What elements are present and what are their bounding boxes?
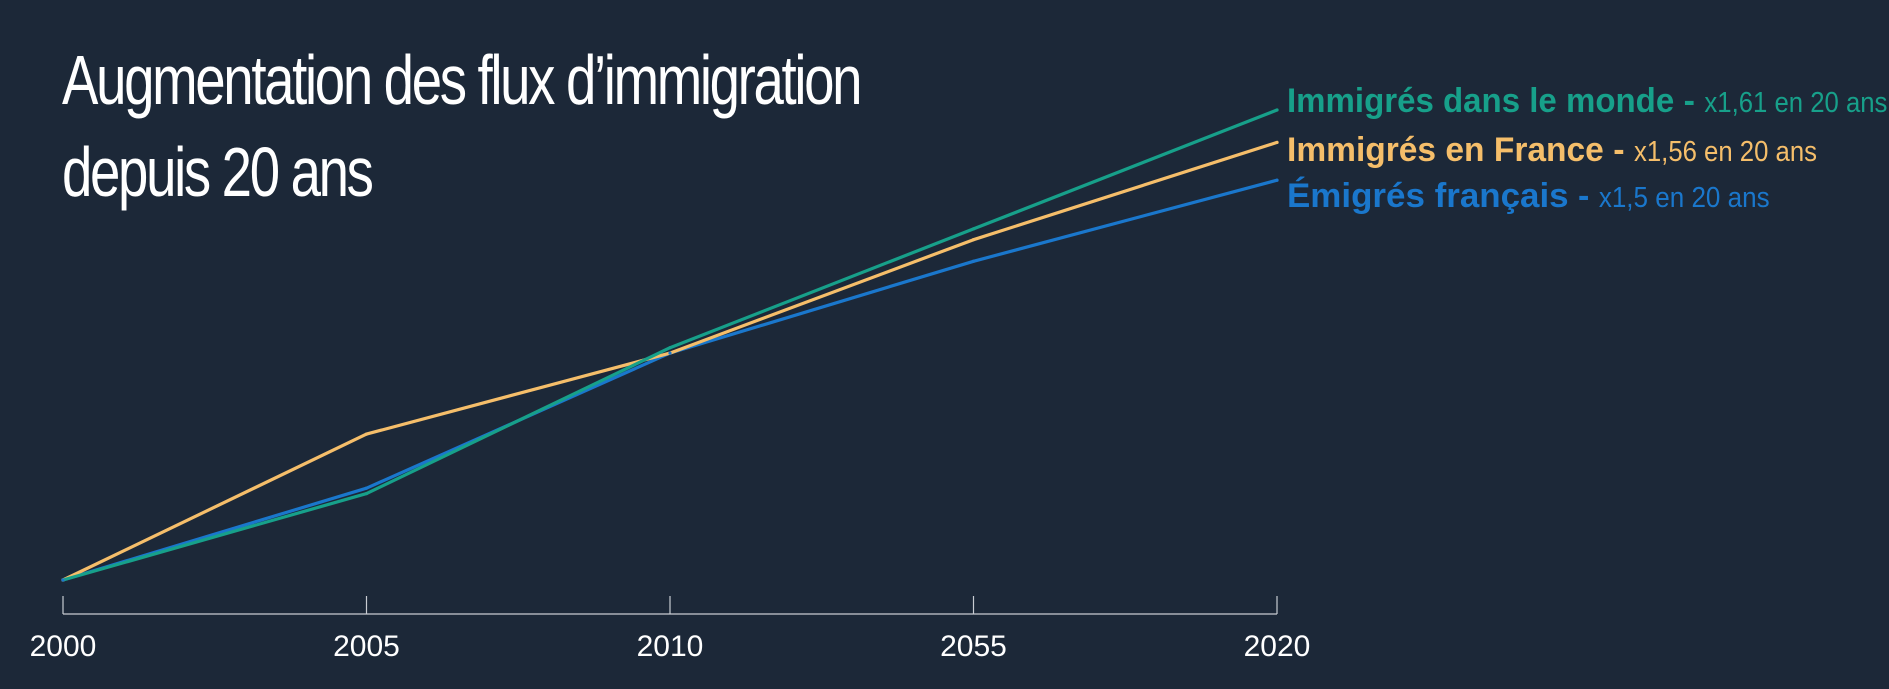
legend-detail: x1,56 en 20 ans <box>1634 136 1817 168</box>
legend-series-name: Immigrés dans le monde <box>1287 82 1674 120</box>
legend-label: Immigrés dans le monde - x1,61 en 20 ans <box>1287 82 1887 120</box>
chart-title-line-2: depuis 20 ans <box>62 133 374 211</box>
legend-series-name: Émigrés français <box>1287 177 1569 215</box>
series-point <box>61 578 65 582</box>
x-tick-label: 2005 <box>333 630 400 663</box>
series-line <box>61 178 1279 582</box>
series-point <box>668 346 672 350</box>
legend-separator: - <box>1569 177 1599 215</box>
series-point <box>971 227 976 231</box>
series-point <box>668 351 672 355</box>
series-point <box>364 486 369 490</box>
chart-title: Augmentation des flux d’immigration depu… <box>62 34 863 218</box>
series-point <box>364 491 369 496</box>
series-point <box>1275 108 1279 112</box>
series-line <box>61 140 1279 582</box>
legend-separator: - <box>1674 82 1704 120</box>
series-point <box>364 432 369 436</box>
series-point <box>1275 178 1279 182</box>
x-tick-label: 2020 <box>1244 630 1311 663</box>
x-tick-label: 2000 <box>30 630 97 663</box>
x-tick-label: 2055 <box>940 630 1007 663</box>
series-point <box>971 259 976 263</box>
series-line <box>61 108 1279 582</box>
legend-label: Émigrés français - x1,5 en 20 ans <box>1287 177 1770 215</box>
legend-label: Immigrés en France - x1,56 en 20 ans <box>1287 131 1817 169</box>
chart-title-line-1: Augmentation des flux d’immigration <box>62 41 863 119</box>
legend-series-name: Immigrés en France <box>1287 131 1604 169</box>
legend-separator: - <box>1604 131 1634 169</box>
legend-detail: x1,5 en 20 ans <box>1599 182 1770 214</box>
legend-detail: x1,61 en 20 ans <box>1704 87 1887 119</box>
series-point <box>971 238 976 242</box>
series-point <box>1275 140 1279 145</box>
x-tick-label: 2010 <box>637 630 704 663</box>
